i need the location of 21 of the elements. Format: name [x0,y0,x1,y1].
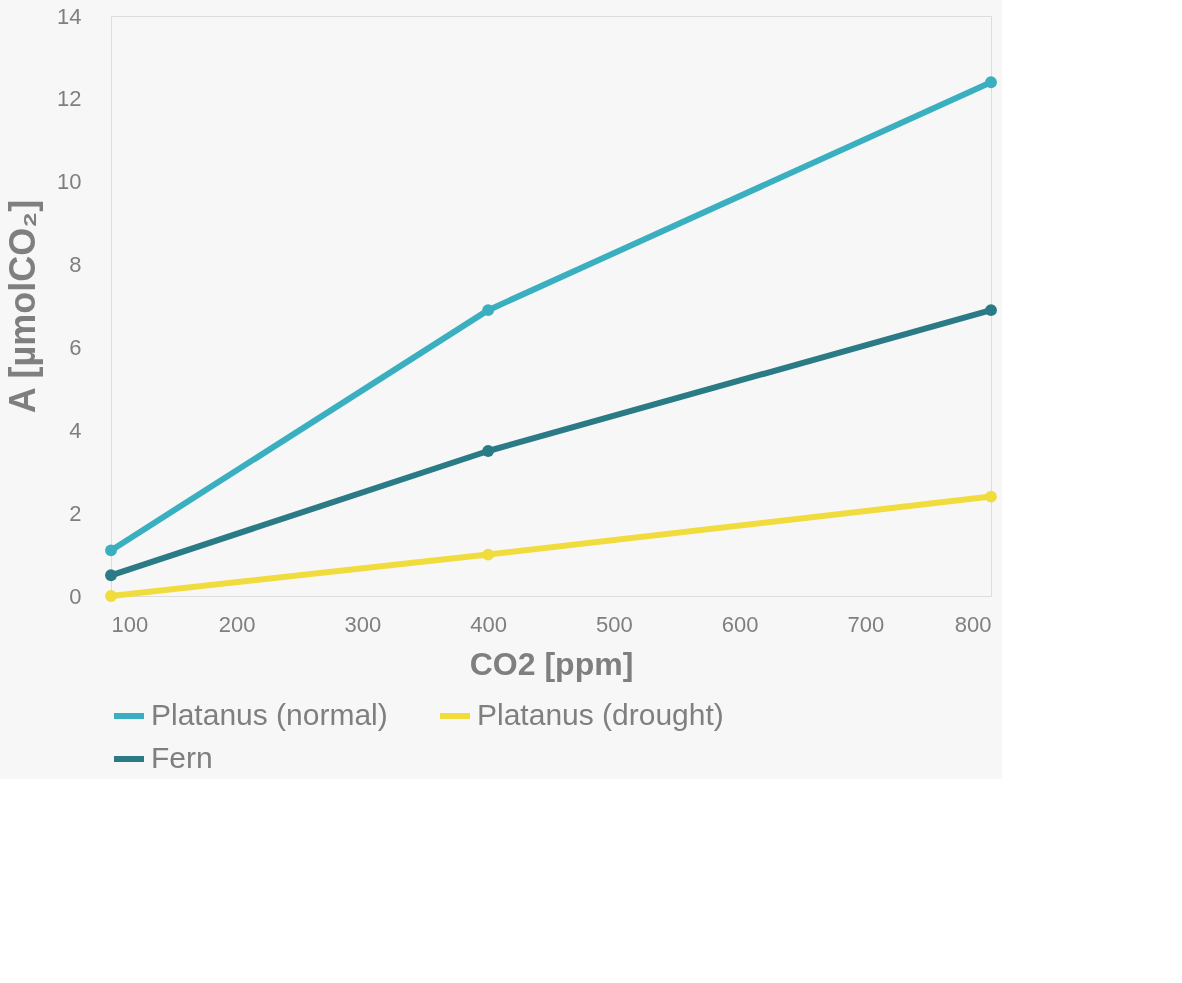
y-tick-label: 10 [57,169,82,195]
y-tick-label: 2 [69,500,82,526]
x-tick-label: 300 [344,611,382,637]
y-tick-label: 8 [69,252,82,278]
y-tick-label: 4 [69,417,82,443]
x-tick-label: 500 [596,611,633,637]
y-tick-label: 14 [57,3,82,29]
x-axis-title: CO2 [ppm] [469,645,634,682]
x-tick-label: 200 [218,611,256,637]
x-tick-label: 600 [721,611,759,637]
legend-label: Platanus (normal) [151,698,388,731]
y-tick-label: 0 [69,583,82,609]
y-tick-label: 12 [57,86,82,112]
x-tick-label: 100 [111,611,149,637]
x-tick-label: 400 [470,611,507,637]
y-tick-label: 6 [69,334,82,360]
x-tick-label: 700 [847,611,885,637]
y-axis-title: A [µmolCO₂] [2,199,44,414]
legend-label: Platanus (drought) [477,698,724,731]
x-tick-label: 800 [954,611,992,637]
legend-label: Fern [151,741,213,774]
